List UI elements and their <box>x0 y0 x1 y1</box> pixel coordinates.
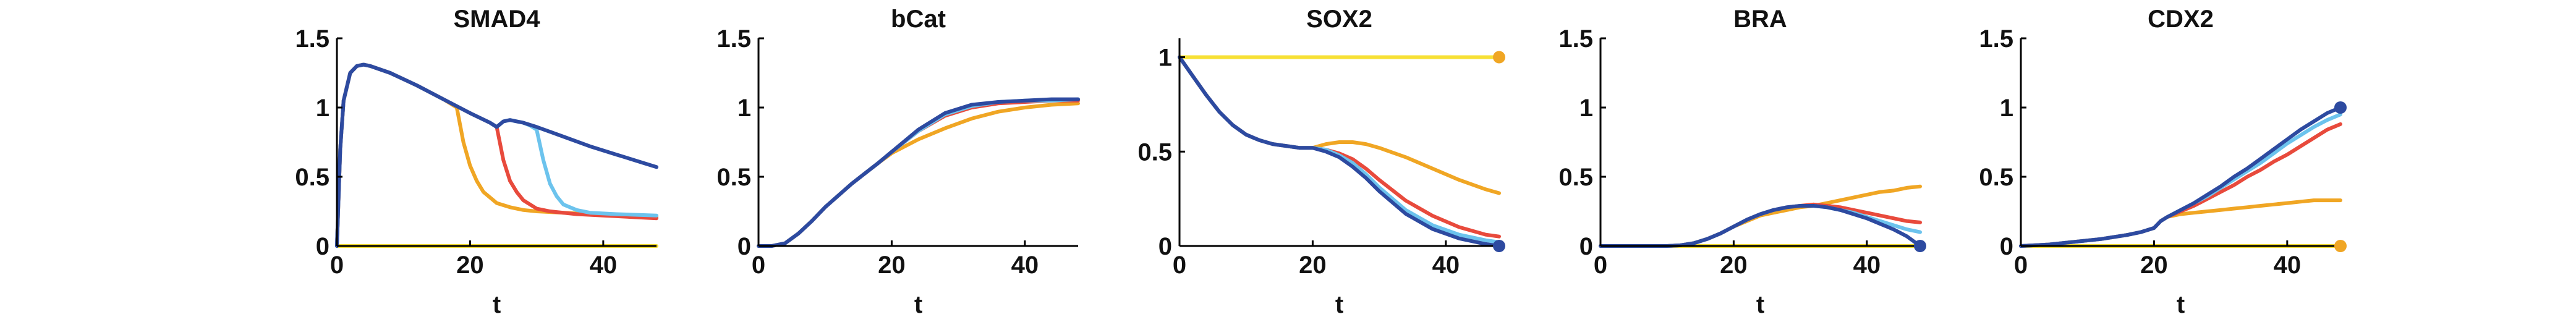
y-tick-label: 0 <box>1579 233 1593 260</box>
y-tick-label: 0.5 <box>716 164 751 191</box>
x-tick-label: 40 <box>1432 252 1460 279</box>
series-line-3 <box>335 62 658 248</box>
series-line-5 <box>2019 106 2342 248</box>
series-line-4 <box>1599 204 1922 248</box>
y-tick-label: 0.5 <box>1979 164 2013 191</box>
y-tick-label: 0.5 <box>1137 138 1172 166</box>
end-point-marker <box>1914 240 1926 252</box>
end-point-marker <box>2334 101 2347 114</box>
series-line-2 <box>335 62 658 248</box>
panel-title: CDX2 <box>2148 6 2214 33</box>
y-tick-label: 0.5 <box>1558 164 1593 191</box>
x-tick-label: 0 <box>330 252 344 279</box>
y-tick-label: 0 <box>316 233 329 260</box>
panel-cdx2: 0 0.5 1 1.5 0 20 40 CDX2 t <box>1979 6 2347 318</box>
series-line-3 <box>1599 202 1922 248</box>
panel-smad4: 0 0.5 1 1.5 0 20 40 SMAD4 t <box>295 6 658 318</box>
y-tick-label: 1.5 <box>716 25 751 53</box>
y-tick-label: 1 <box>738 95 751 122</box>
series-line-5 <box>1599 204 1922 248</box>
series-line-3 <box>2019 122 2342 248</box>
x-tick-label: 20 <box>1720 252 1748 279</box>
x-tick-label: 40 <box>590 252 618 279</box>
panel-title: BRA <box>1733 6 1787 33</box>
panel-sox2: 0 0.5 1 0 20 40 SOX2 t <box>1137 6 1505 318</box>
x-tick-label: 40 <box>1853 252 1881 279</box>
x-tick-label: 40 <box>2274 252 2302 279</box>
x-tick-label: 0 <box>2014 252 2028 279</box>
y-tick-label: 0 <box>738 233 751 260</box>
y-tick-label: 1 <box>1579 95 1593 122</box>
x-tick-label: 20 <box>456 252 484 279</box>
x-axis-label: t <box>493 291 501 318</box>
series-line-2 <box>2019 198 2342 248</box>
series-line-2 <box>1599 184 1922 248</box>
series-line-4 <box>335 62 658 248</box>
series-line-4 <box>757 97 1080 248</box>
panel-bcat: 0 0.5 1 1.5 0 20 40 bCat t <box>716 6 1080 318</box>
x-axis-label: t <box>2177 291 2185 318</box>
series-line-5 <box>335 62 658 248</box>
end-point-marker <box>1493 51 1505 64</box>
panel-title: bCat <box>891 6 946 33</box>
end-point-marker <box>2334 240 2347 252</box>
y-tick-label: 1.5 <box>1558 25 1593 53</box>
y-tick-label: 1.5 <box>295 25 329 53</box>
x-axis-label: t <box>914 291 922 318</box>
x-tick-label: 0 <box>1594 252 1607 279</box>
panel-title: SMAD4 <box>453 6 540 33</box>
series-line-2 <box>1178 55 1501 195</box>
y-tick-label: 1.5 <box>1979 25 2013 53</box>
y-tick-label: 1 <box>316 95 329 122</box>
y-tick-label: 0 <box>1158 233 1172 260</box>
series-line-5 <box>1178 55 1501 248</box>
y-tick-label: 1 <box>2000 95 2013 122</box>
series-line-4 <box>1178 55 1501 244</box>
y-tick-label: 1 <box>1158 44 1172 72</box>
x-tick-label: 20 <box>2140 252 2168 279</box>
x-tick-label: 0 <box>1173 252 1186 279</box>
x-tick-label: 20 <box>1299 252 1327 279</box>
end-point-marker <box>1493 240 1505 252</box>
x-tick-label: 20 <box>878 252 906 279</box>
x-axis-label: t <box>1756 291 1764 318</box>
x-axis-label: t <box>1335 291 1343 318</box>
y-tick-label: 0 <box>2000 233 2013 260</box>
x-tick-label: 0 <box>752 252 765 279</box>
panel-title: SOX2 <box>1306 6 1372 33</box>
series-line-3 <box>1178 55 1501 239</box>
panel-bra: 0 0.5 1 1.5 0 20 40 BRA t <box>1558 6 1926 318</box>
x-tick-label: 40 <box>1011 252 1039 279</box>
y-tick-label: 0.5 <box>295 164 329 191</box>
